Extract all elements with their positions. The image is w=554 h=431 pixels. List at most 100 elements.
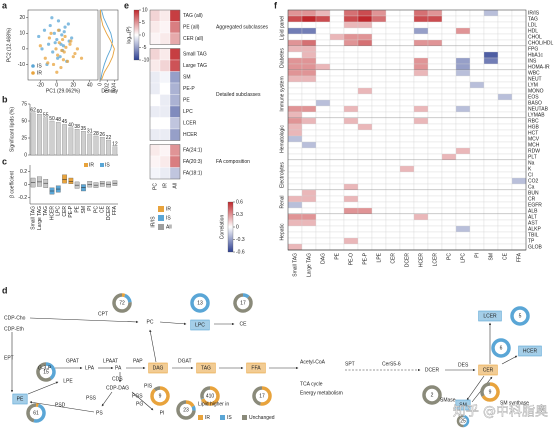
empty-cell [511,135,527,143]
empty-cell [287,147,303,155]
scatter-point [73,51,77,56]
heatmap-cell [413,9,429,17]
empty-cell [469,129,485,137]
empty-cell [301,183,317,191]
empty-cell [399,33,415,41]
empty-cell [483,27,499,35]
empty-cell [441,75,457,83]
group-label: Lipid panel [279,16,285,40]
x-tick-label: PE [74,205,80,212]
empty-cell [441,189,457,197]
node-label: HCER [523,348,538,354]
empty-cell [329,21,345,29]
empty-cell [329,237,345,245]
empty-cell [427,177,443,185]
heatmap-cell [483,51,499,59]
legend-label: IS [105,162,110,168]
scatter-point [75,47,80,51]
empty-cell [413,21,429,29]
scatter-point [56,56,60,60]
group-frame [149,9,181,45]
scatter-point [49,31,53,35]
heatmap-cell [315,99,331,107]
empty-cell [413,183,429,191]
row-label: MCH [528,142,540,148]
empty-cell [371,231,387,239]
empty-cell [455,75,471,83]
empty-cell [413,237,429,245]
empty-cell [441,81,457,89]
x-tick-label: Small TAG [30,206,36,230]
empty-cell [399,75,415,83]
empty-cell [385,147,401,155]
empty-cell [357,189,373,197]
empty-cell [329,15,345,23]
empty-cell [343,93,359,101]
row-label: RDW [528,148,540,154]
empty-cell [469,141,485,149]
empty-cell [441,69,457,77]
row-label: MCV [528,136,540,142]
empty-cell [371,105,387,113]
panel-label: e [124,0,129,10]
empty-cell [357,93,373,101]
row-label: MONO [528,88,544,94]
node-label: DCER [425,367,440,373]
empty-cell [385,27,401,35]
group-label: Renal [279,195,285,208]
empty-cell [455,243,471,251]
empty-cell [399,207,415,215]
row-label: NEUT [528,76,542,82]
empty-cell [441,183,457,191]
heatmap-cell [343,195,359,203]
donut-segment [481,382,500,402]
heatmap-cell [343,9,359,17]
node-box [196,362,216,374]
empty-cell [371,201,387,209]
row-label: HDL [528,28,538,34]
empty-cell [413,81,429,89]
empty-cell [399,159,415,167]
heatmap-cell [301,195,317,203]
empty-cell [385,231,401,239]
empty-cell [441,237,457,245]
empty-cell [399,225,415,233]
heatmap-cell [149,9,161,22]
enzyme-label: DES [458,362,469,368]
empty-cell [385,213,401,221]
x-tick-label: -20 [37,82,44,88]
y-tick-label: -0.2 [18,195,27,201]
enzyme-label: PSD [55,402,66,408]
heatmap-cell [497,93,513,101]
empty-cell [315,153,331,161]
legend-swatch [242,415,247,420]
legend-label: IS [227,415,232,421]
empty-cell [329,111,345,119]
colorbar-label: log₁₀(P) [126,26,132,43]
heatmap-cell [413,27,429,35]
empty-cell [469,237,485,245]
empty-cell [455,171,471,179]
colorbar-tick-label: 5 [142,20,145,26]
scatter-point [60,33,64,37]
heatmap-cell [287,111,303,119]
empty-cell [301,21,317,29]
legend-swatch [220,415,225,420]
heatmap-cell [287,27,303,35]
empty-cell [413,195,429,203]
scatter-point [60,37,65,42]
row-label: CHOL [528,34,542,40]
donut-segment [510,306,530,326]
empty-cell [497,243,513,251]
empty-cell [329,231,345,239]
empty-cell [315,93,331,101]
heatmap-cell [301,63,317,71]
heatmap-cell [413,39,429,47]
empty-cell [441,243,457,251]
empty-cell [329,171,345,179]
empty-cell [497,159,513,167]
empty-cell [441,63,457,71]
empty-cell [287,87,303,95]
scatter-point [43,56,47,60]
heatmap-cell [357,15,373,23]
